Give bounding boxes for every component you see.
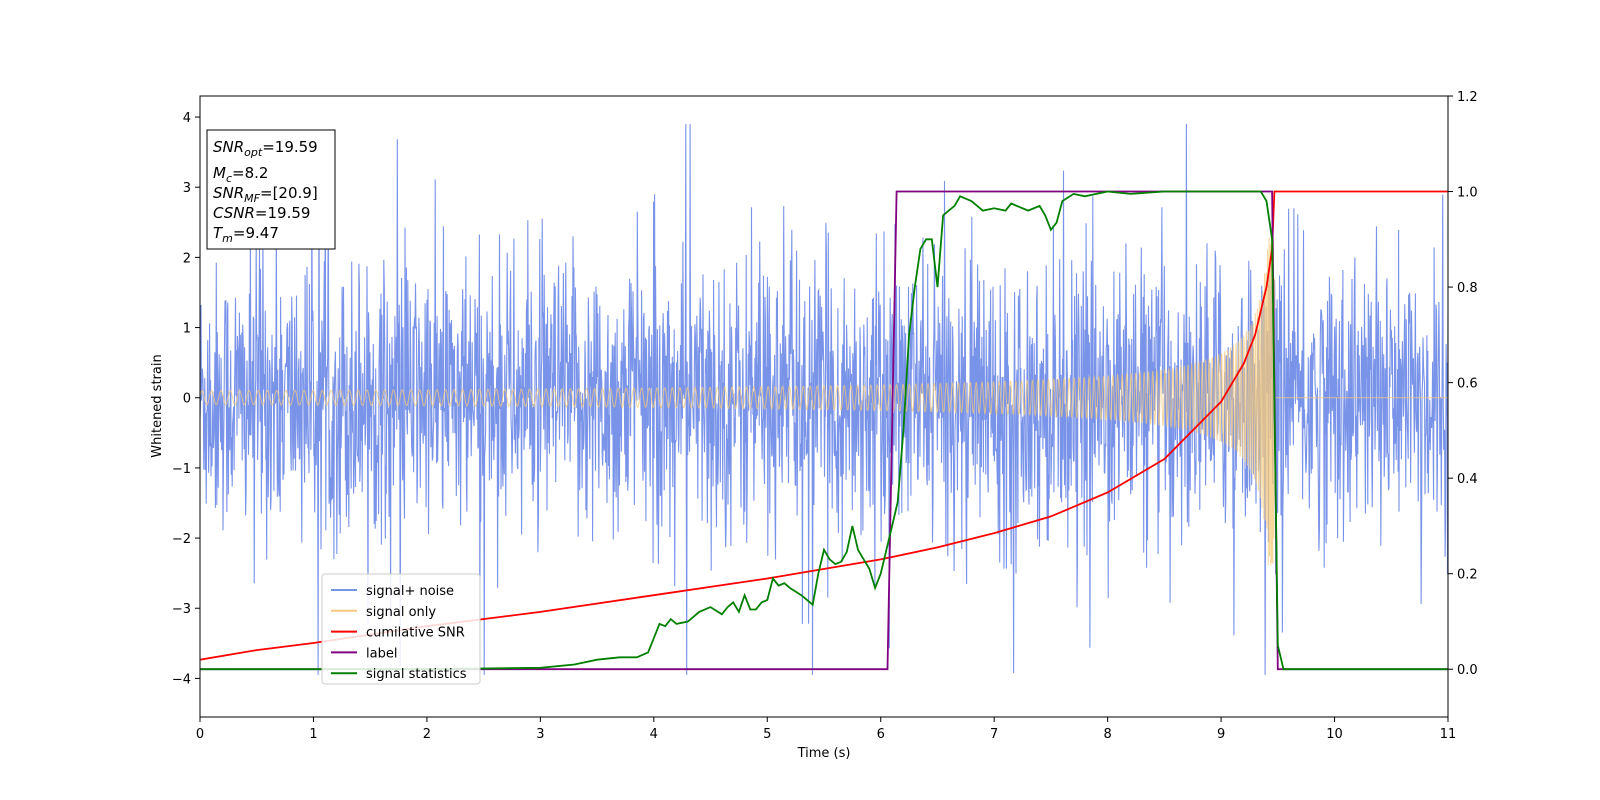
y-left-tick-label: 3: [183, 181, 191, 196]
x-tick-label: 10: [1326, 727, 1343, 742]
y-right-tick-label: 1.2: [1457, 90, 1478, 105]
x-tick-label: 8: [1103, 727, 1111, 742]
signal-only-series: [200, 229, 1448, 566]
plot-frame: [199, 95, 1449, 718]
x-axis-label: Time (s): [797, 746, 851, 761]
legend-label: cumilative SNR: [366, 626, 465, 641]
x-tick-label: 1: [309, 727, 317, 742]
y-left-tick-label: −1: [172, 462, 191, 477]
x-tick-label: 3: [536, 727, 544, 742]
y-left-tick-label: −3: [172, 602, 191, 617]
x-tick-label: 5: [763, 727, 771, 742]
info-snr-opt: SNRopt=19.59: [213, 138, 318, 159]
y-left-tick-label: −4: [172, 672, 191, 687]
x-axis: 0 1 2 3 4 5 6 7 8 9 10 11: [196, 717, 1456, 742]
legend-label: signal only: [366, 605, 436, 620]
x-tick-label: 0: [196, 727, 204, 742]
info-csnr: CSNR=19.59: [213, 204, 310, 222]
info-box: SNRopt=19.59 Mc=8.2 SNRMF=[20.9] CSNR=19…: [206, 129, 336, 250]
legend: signal+ noise signal only cumilative SNR la…: [321, 573, 481, 685]
info-tm: Tm=9.47: [213, 224, 279, 245]
chirp-line: [200, 229, 1448, 566]
info-mc: Mc=8.2: [213, 164, 268, 185]
y-right-tick-label: 0.2: [1457, 568, 1478, 583]
right-y-axis: 0.0 0.2 0.4 0.6 0.8 1.0 1.2: [1448, 90, 1478, 678]
signal-noise-series: [200, 124, 1448, 675]
y-right-tick-label: 0.6: [1457, 377, 1478, 392]
noise-line: [200, 124, 1448, 675]
legend-label: label: [366, 646, 397, 661]
x-tick-label: 2: [423, 727, 431, 742]
y-left-tick-label: 0: [183, 392, 191, 407]
y-right-tick-label: 1.0: [1457, 186, 1478, 201]
y-right-tick-label: 0.4: [1457, 472, 1478, 487]
y-right-tick-label: 0.8: [1457, 281, 1478, 296]
x-tick-label: 4: [650, 727, 658, 742]
x-tick-label: 7: [990, 727, 998, 742]
legend-label: signal+ noise: [366, 584, 454, 599]
x-tick-label: 11: [1440, 727, 1457, 742]
signal-statistics-line: [200, 190, 1448, 671]
left-y-axis: −4 −3 −2 −1 0 1 2 3 4: [172, 111, 200, 687]
y-axis-label: Whitened strain: [150, 354, 165, 457]
y-left-tick-label: 1: [183, 322, 191, 337]
y-left-tick-label: 4: [183, 111, 191, 126]
y-left-tick-label: −2: [172, 532, 191, 547]
x-tick-label: 9: [1217, 727, 1225, 742]
x-tick-label: 6: [877, 727, 885, 742]
y-right-tick-label: 0.0: [1457, 663, 1478, 678]
y-left-tick-label: 2: [183, 251, 191, 266]
info-snr-mf: SNRMF=[20.9]: [213, 184, 318, 205]
legend-label: signal statistics: [366, 667, 467, 682]
